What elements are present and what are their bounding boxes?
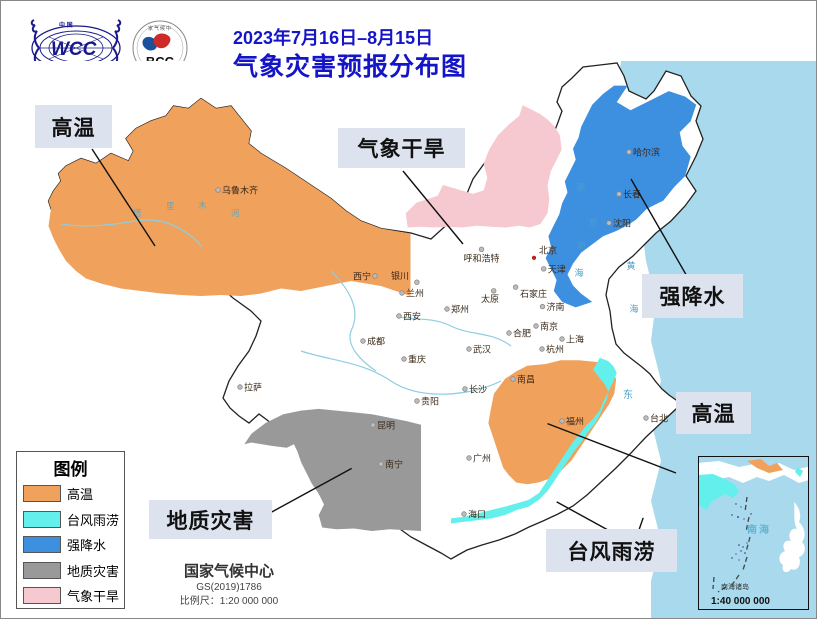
svg-text:拉萨: 拉萨: [244, 382, 262, 393]
svg-text:天津: 天津: [548, 264, 566, 274]
svg-text:南京: 南京: [540, 321, 558, 332]
svg-text:沈阳: 沈阳: [613, 218, 631, 229]
svg-text:WCC: WCC: [51, 39, 97, 60]
svg-text:东: 东: [623, 388, 633, 401]
svg-text:渤: 渤: [576, 240, 585, 251]
svg-text:兰州: 兰州: [406, 288, 424, 299]
svg-text:南海: 南海: [747, 523, 771, 536]
svg-text:北京: 北京: [539, 245, 557, 256]
svg-text:海: 海: [574, 267, 583, 278]
svg-text:上海: 上海: [566, 334, 584, 345]
svg-text:南海诸岛: 南海诸岛: [721, 582, 749, 591]
svg-text:重庆: 重庆: [408, 354, 426, 365]
svg-text:石家庄: 石家庄: [520, 288, 547, 299]
svg-text:呼和浩特: 呼和浩特: [463, 253, 499, 264]
svg-text:西宁: 西宁: [353, 271, 371, 282]
svg-text:合肥: 合肥: [513, 328, 531, 339]
svg-text:杭州: 杭州: [546, 344, 564, 355]
svg-text:贵阳: 贵阳: [421, 396, 439, 407]
svg-text:家气候中: 家气候中: [148, 25, 172, 32]
svg-text:银川: 银川: [391, 270, 409, 281]
svg-text:比例尺：1:20 000 000: 比例尺：1:20 000 000: [180, 594, 279, 607]
svg-text:乌鲁木齐: 乌鲁木齐: [222, 185, 258, 196]
svg-text:黄: 黄: [626, 260, 635, 271]
svg-text:武汉: 武汉: [473, 344, 491, 355]
svg-text:昆明: 昆明: [377, 421, 395, 431]
svg-text:里: 里: [166, 201, 175, 211]
svg-text:广州: 广州: [473, 453, 491, 464]
svg-text:成都: 成都: [367, 336, 385, 347]
svg-text:木: 木: [198, 200, 207, 210]
svg-text:西安: 西安: [403, 311, 421, 322]
svg-text:龙: 龙: [588, 217, 598, 229]
svg-text:中 国: 中 国: [59, 21, 73, 29]
svg-text:南宁: 南宁: [385, 459, 403, 470]
svg-text:台北: 台北: [650, 413, 668, 424]
svg-text:黑: 黑: [576, 183, 586, 194]
svg-text:哈尔滨: 哈尔滨: [633, 147, 660, 158]
svg-text:南昌: 南昌: [517, 374, 535, 385]
svg-text:海: 海: [629, 303, 638, 314]
svg-text:河: 河: [231, 208, 240, 218]
svg-text:国家气候中心: 国家气候中心: [184, 562, 274, 580]
svg-text:1:40 000 000: 1:40 000 000: [711, 596, 770, 607]
svg-text:郑州: 郑州: [451, 304, 469, 315]
svg-text:福州: 福州: [566, 416, 584, 427]
svg-text:长沙: 长沙: [469, 384, 487, 395]
svg-text:长春: 长春: [623, 189, 641, 200]
svg-text:海口: 海口: [468, 509, 486, 520]
svg-text:GS(2019)1786: GS(2019)1786: [196, 582, 262, 593]
svg-text:济南: 济南: [547, 301, 565, 312]
svg-text:太原: 太原: [481, 293, 499, 304]
